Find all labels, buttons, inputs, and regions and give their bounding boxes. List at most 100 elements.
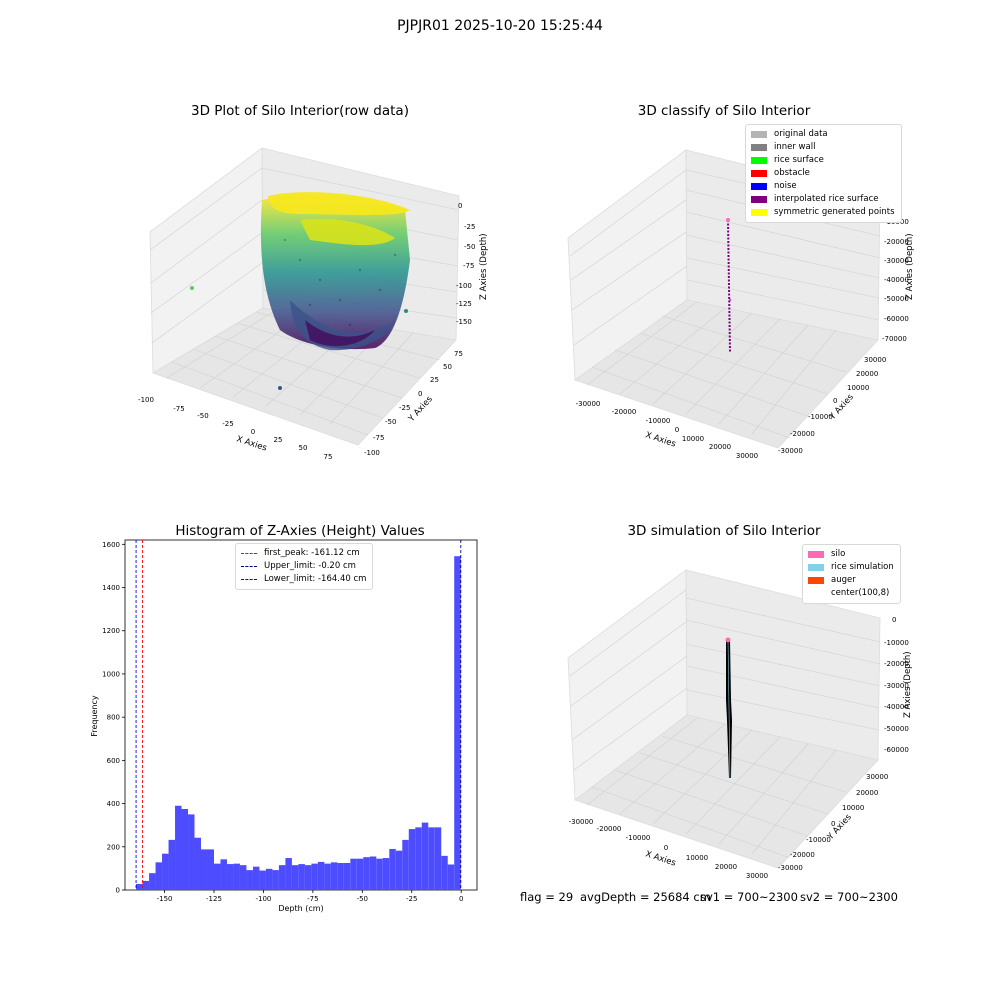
legend-swatch <box>808 564 824 571</box>
legend-swatch <box>751 196 767 203</box>
legend-item: silo <box>808 548 894 561</box>
p2-x-tick: 0 <box>675 426 679 434</box>
histogram-bar <box>454 556 461 890</box>
p2-y-label: Y Axies <box>827 392 856 423</box>
p2-z-tick: -50000 <box>884 295 909 303</box>
legend-swatch <box>751 183 767 190</box>
p2-y-tick: 10000 <box>847 384 869 392</box>
p2-x-tick: 10000 <box>682 435 704 443</box>
y-tick-label: 400 <box>107 800 120 808</box>
p2-x-tick: 20000 <box>709 443 731 451</box>
legend-label: inner wall <box>774 142 816 152</box>
histogram-bar <box>162 853 169 890</box>
p4-x-tick: 30000 <box>746 872 768 880</box>
panel3-title: Histogram of Z-Axies (Height) Values <box>175 523 425 539</box>
p1-z-tick: -150 <box>456 318 472 326</box>
status-avg-depth: avgDepth = 25684 cm <box>580 890 711 904</box>
p4-x-tick: -30000 <box>569 818 594 826</box>
legend-item: original data <box>751 128 895 141</box>
p4-y-tick: 30000 <box>866 773 888 781</box>
histogram-bar <box>272 870 279 890</box>
x-tick-label: -75 <box>307 895 318 903</box>
p4-x-tick: -10000 <box>626 834 651 842</box>
p1-z-tick: -75 <box>463 262 474 270</box>
histogram-bar <box>395 850 403 890</box>
histogram-bars <box>136 556 461 890</box>
legend-label: rice simulation <box>831 562 894 572</box>
legend-item: auger <box>808 574 894 587</box>
p1-z-label: Z Axies (Depth) <box>479 233 489 300</box>
legend-label: Lower_limit: -164.40 cm <box>264 574 367 584</box>
histogram-bar <box>428 827 435 890</box>
histogram-bar <box>220 859 227 890</box>
legend-label: interpolated rice surface <box>774 194 879 204</box>
histogram-bar <box>382 858 390 890</box>
legend-label: Upper_limit: -0.20 cm <box>264 561 356 571</box>
histogram-threshold-lines <box>135 540 462 890</box>
histogram-bar <box>421 822 429 890</box>
p4-x-label: X Axies <box>644 849 677 868</box>
legend-label: first_peak: -161.12 cm <box>264 548 360 558</box>
p2-z-tick: -20000 <box>884 238 909 246</box>
legend-item: first_peak: -161.12 cm <box>241 547 366 560</box>
p2-y-tick: 30000 <box>864 356 886 364</box>
panel2-legend: original data inner wall rice surface ob… <box>745 124 902 223</box>
histogram-bar <box>317 861 325 890</box>
p4-y-tick: 20000 <box>856 789 878 797</box>
p1-x-tick: 25 <box>274 436 283 444</box>
histogram-bar <box>175 805 182 890</box>
legend-line <box>241 566 257 567</box>
y-tick-label: 600 <box>107 757 120 765</box>
p1-y-tick: 0 <box>418 390 422 398</box>
legend-item: interpolated rice surface <box>751 193 895 206</box>
legend-item: Lower_limit: -164.40 cm <box>241 573 366 586</box>
histogram-bar <box>200 849 208 890</box>
legend-swatch <box>808 551 824 558</box>
histogram-bar <box>356 858 364 890</box>
p1-y-tick: -25 <box>399 404 410 412</box>
x-tick-label: -150 <box>157 895 173 903</box>
histogram-bar <box>311 863 318 890</box>
histogram-bar <box>343 862 351 890</box>
p1-y-tick: 25 <box>430 376 439 384</box>
legend-item: Upper_limit: -0.20 cm <box>241 560 366 573</box>
legend-item: rice simulation <box>808 561 894 574</box>
p4-y-tick: 10000 <box>842 804 864 812</box>
p2-y-tick: 0 <box>833 397 837 405</box>
legend-item: noise <box>751 180 895 193</box>
p1-y-label: Y Axies <box>406 394 435 425</box>
legend-line <box>241 579 257 580</box>
legend-item: inner wall <box>751 141 895 154</box>
legend-label: symmetric generated points <box>774 207 895 217</box>
histogram-bar <box>142 880 150 890</box>
p2-y-tick: -30000 <box>778 447 803 455</box>
p1-z-tick: -50 <box>464 243 475 251</box>
histogram-bar <box>207 849 214 890</box>
panel4-tick-labels: -30000 -20000 -10000 0 10000 20000 30000… <box>569 616 909 880</box>
legend-label: silo <box>831 549 846 559</box>
p4-z-tick: -50000 <box>884 725 909 733</box>
legend-swatch <box>751 157 767 164</box>
legend-item: symmetric generated points <box>751 206 895 219</box>
p4-x-tick: -20000 <box>597 825 622 833</box>
legend-swatch <box>751 131 767 138</box>
p1-x-label: X Axies <box>235 434 268 453</box>
histogram-bar <box>136 883 143 890</box>
p1-x-tick: -25 <box>222 420 233 428</box>
p1-y-tick: -75 <box>373 434 384 442</box>
p1-z-tick: -100 <box>456 282 472 290</box>
y-tick-label: 1000 <box>102 670 120 678</box>
legend-label: auger <box>831 575 856 585</box>
panel4-simulation-shape <box>725 637 732 779</box>
histogram-x-label: Depth (cm) <box>278 904 323 913</box>
histogram-x-ticks: -150 -125 -100 -75 -50 -25 0 <box>157 890 463 903</box>
p1-x-tick: -75 <box>173 405 184 413</box>
legend-line <box>241 553 257 554</box>
legend-item: center(100,8) <box>808 587 894 600</box>
y-tick-label: 1200 <box>102 627 120 635</box>
x-tick-label: -25 <box>406 895 417 903</box>
p4-z-tick: -20000 <box>884 660 909 668</box>
histogram-bar <box>402 839 409 890</box>
p2-x-label: X Axies <box>644 430 677 449</box>
p1-y-tick: -50 <box>385 418 396 426</box>
